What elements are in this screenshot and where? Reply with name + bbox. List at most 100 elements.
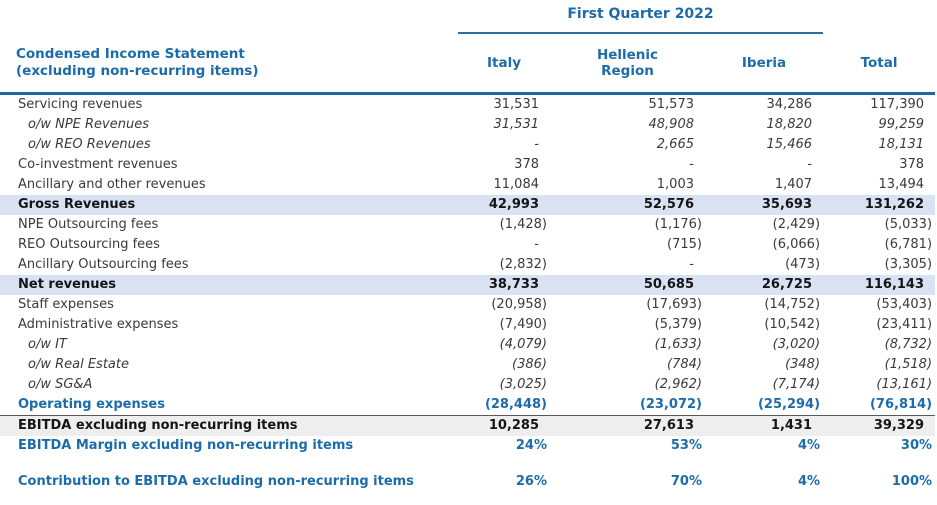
row-label: Servicing revenues bbox=[18, 97, 143, 112]
row-label: Ancillary Outsourcing fees bbox=[18, 257, 189, 272]
cell-value: 100% bbox=[891, 474, 933, 489]
table-row: Co-investment revenues 378 - - 378 bbox=[0, 155, 935, 175]
table-title-line2: (excluding non-recurring items) bbox=[16, 62, 259, 79]
cell-value: (1,428) bbox=[499, 217, 547, 232]
column-header-hellenic-region-label: Hellenic Region bbox=[596, 47, 659, 79]
row-label: Contribution to EBITDA excluding non-rec… bbox=[18, 474, 414, 489]
income-statement-table: First Quarter 2022 Condensed Income Stat… bbox=[0, 2, 936, 493]
row-label: Staff expenses bbox=[18, 297, 114, 312]
column-header-hellenic-region: Hellenic Region bbox=[550, 33, 705, 95]
cell-value: (20,958) bbox=[491, 297, 547, 312]
cell-value: (8,732) bbox=[884, 337, 933, 352]
cell-value: 27,613 bbox=[550, 415, 705, 436]
cell-value: (348) bbox=[785, 357, 821, 372]
table-title: Condensed Income Statement (excluding no… bbox=[0, 33, 458, 95]
table-row: o/w NPE Revenues 31,531 48,908 18,820 99,259 bbox=[0, 115, 935, 135]
table-row: EBITDA excluding non-recurring items 10,2… bbox=[0, 415, 936, 436]
cell-value: 4% bbox=[797, 438, 821, 453]
table-row: Servicing revenues 31,531 51,573 34,286 117,… bbox=[0, 94, 935, 116]
cell-value: 117,390 bbox=[870, 97, 925, 112]
row-label: REO Outsourcing fees bbox=[18, 237, 160, 252]
cell-value: (7,174) bbox=[772, 377, 821, 392]
cell-value: - bbox=[807, 157, 813, 172]
cell-value: (2,962) bbox=[654, 377, 702, 392]
cell-value: 116,143 bbox=[823, 275, 936, 295]
column-header-total: Total bbox=[823, 33, 936, 95]
cell-value: (14,752) bbox=[764, 297, 821, 312]
cell-value: 31,531 bbox=[493, 117, 540, 132]
row-label: Co-investment revenues bbox=[18, 157, 178, 172]
cell-value: (5,379) bbox=[654, 317, 702, 332]
cell-value: 52,576 bbox=[550, 195, 705, 215]
cell-value: 31,531 bbox=[493, 97, 540, 112]
column-header-row: Condensed Income Statement (excluding no… bbox=[0, 33, 936, 95]
cell-value: 378 bbox=[899, 157, 925, 172]
row-label: Ancillary and other revenues bbox=[18, 177, 206, 192]
cell-value: - bbox=[689, 257, 694, 272]
cell-value: 1,003 bbox=[656, 177, 694, 192]
cell-value: (3,025) bbox=[499, 377, 547, 392]
row-label: Net revenues bbox=[0, 275, 458, 295]
table-row: o/w REO Revenues - 2,665 15,466 18,131 bbox=[0, 135, 935, 155]
cell-value: 30% bbox=[900, 438, 933, 453]
cell-value: 11,084 bbox=[493, 177, 540, 192]
spacer-cell bbox=[0, 456, 935, 472]
column-header-italy-label: Italy bbox=[486, 55, 521, 71]
table-body: Servicing revenues 31,531 51,573 34,286 117,… bbox=[0, 94, 936, 493]
cell-value: (25,294) bbox=[757, 397, 821, 412]
cell-value: (1,176) bbox=[654, 217, 702, 232]
cell-value: 35,693 bbox=[705, 195, 824, 215]
cell-value: (2,429) bbox=[772, 217, 821, 232]
cell-value: 24% bbox=[515, 438, 547, 453]
cell-value: 13,494 bbox=[878, 177, 925, 192]
quarter-title-label: First Quarter 2022 bbox=[567, 6, 714, 22]
cell-value: (386) bbox=[512, 357, 547, 372]
cell-value: - bbox=[689, 157, 694, 172]
row-label: Gross Revenues bbox=[0, 195, 458, 215]
cell-value: (1,518) bbox=[884, 357, 933, 372]
row-label: EBITDA excluding non-recurring items bbox=[0, 415, 458, 436]
column-header-total-label: Total bbox=[860, 54, 898, 71]
cell-value: - bbox=[534, 237, 539, 252]
cell-value: 15,466 bbox=[766, 137, 813, 152]
cell-value: 42,993 bbox=[458, 195, 550, 215]
table-row: Ancillary and other revenues 11,084 1,003 1… bbox=[0, 175, 935, 195]
column-header-italy: Italy bbox=[458, 33, 550, 95]
cell-value: (6,781) bbox=[884, 237, 933, 252]
table-row: EBITDA Margin excluding non-recurring it… bbox=[0, 436, 935, 456]
cell-value: (28,448) bbox=[484, 397, 547, 412]
cell-value: (3,305) bbox=[884, 257, 933, 272]
cell-value: 26,725 bbox=[705, 275, 824, 295]
cell-value: 99,259 bbox=[878, 117, 925, 132]
table-row: o/w SG&A (3,025) (2,962) (7,174) (13,161) bbox=[0, 375, 935, 395]
row-label: NPE Outsourcing fees bbox=[18, 217, 159, 232]
column-header-iberia: Iberia bbox=[705, 33, 824, 95]
row-label: Administrative expenses bbox=[18, 317, 179, 332]
row-label: o/w Real Estate bbox=[28, 357, 129, 372]
table-title-line1: Condensed Income Statement bbox=[16, 45, 245, 62]
cell-value: 38,733 bbox=[458, 275, 550, 295]
cell-value: 34,286 bbox=[766, 97, 813, 112]
cell-value: 18,131 bbox=[878, 137, 925, 152]
table-row: NPE Outsourcing fees (1,428) (1,176) (2,429… bbox=[0, 215, 935, 235]
cell-value: 1,407 bbox=[774, 177, 813, 192]
row-label: Operating expenses bbox=[18, 397, 165, 412]
cell-value: (1,633) bbox=[654, 337, 702, 352]
cell-value: (13,161) bbox=[876, 377, 933, 392]
table-row: o/w IT (4,079) (1,633) (3,020) (8,732) bbox=[0, 335, 935, 355]
cell-value: (715) bbox=[667, 237, 702, 252]
cell-value: (3,020) bbox=[772, 337, 821, 352]
cell-value: (23,072) bbox=[639, 397, 702, 412]
row-label: o/w SG&A bbox=[28, 377, 93, 392]
quarter-header-row: First Quarter 2022 bbox=[0, 2, 935, 34]
cell-value: 378 bbox=[514, 157, 539, 172]
cell-value: 10,285 bbox=[458, 415, 550, 436]
cell-value: (784) bbox=[667, 357, 702, 372]
cell-value: (53,403) bbox=[876, 297, 933, 312]
table-row: Gross Revenues 42,993 52,576 35,693 131,262 bbox=[0, 195, 936, 215]
cell-value: 50,685 bbox=[550, 275, 705, 295]
cell-value: (23,411) bbox=[876, 317, 933, 332]
row-label: o/w IT bbox=[28, 337, 67, 352]
row-label: o/w NPE Revenues bbox=[28, 117, 149, 132]
table-row: Administrative expenses (7,490) (5,379) (10… bbox=[0, 315, 935, 335]
